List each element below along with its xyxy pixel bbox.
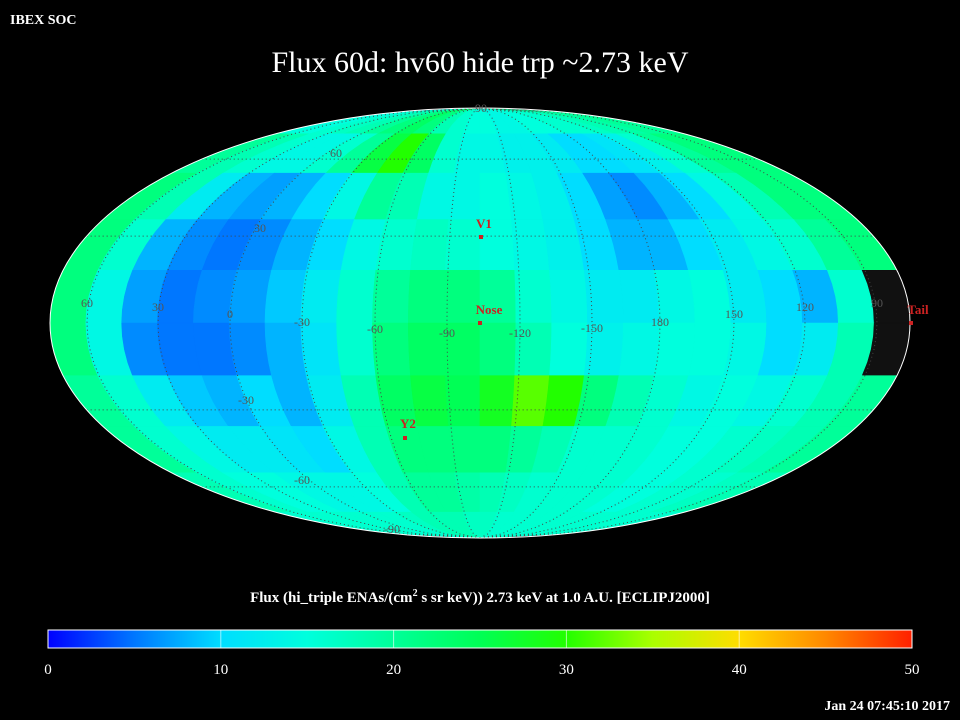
latitude-label: -30 <box>238 393 254 407</box>
caption-text: Flux (hi_triple ENAs/(cm <box>250 590 413 606</box>
flux-map <box>50 108 910 538</box>
longitude-label: 30 <box>152 300 164 314</box>
grid-labels: 60 30 0 -30 -60 -90 -120 -150 180 150 120 90 90 60 30 -… <box>81 101 929 536</box>
flux-cell <box>444 375 481 427</box>
flux-cell <box>264 322 307 377</box>
flux-cell <box>511 219 550 271</box>
flux-cell <box>443 269 481 324</box>
latitude-label: 30 <box>254 221 266 235</box>
longitude-label: -150 <box>581 321 603 335</box>
latitude-label: -90 <box>384 522 400 536</box>
marker-dot <box>478 321 482 325</box>
colorbar-tick-label: 20 <box>386 662 401 678</box>
latitude-label: -60 <box>294 473 310 487</box>
flux-cell <box>372 269 411 324</box>
flux-cell <box>653 322 696 377</box>
flux-cell <box>618 322 660 377</box>
meridian <box>157 107 481 539</box>
marker-label: Y2 <box>400 416 416 431</box>
flux-cell <box>410 375 449 427</box>
marker-dot <box>909 321 913 325</box>
caption-text: s sr keV)) 2.73 keV at 1.0 A.U. [ECLIPJ2… <box>418 590 710 606</box>
source-label: IBEX SOC <box>10 13 77 28</box>
longitude-label: 0 <box>227 307 233 321</box>
flux-cell <box>549 269 588 324</box>
colorbar-tick-label: 10 <box>213 662 228 678</box>
colorbar-ticks: 0 10 20 30 40 50 <box>44 630 920 678</box>
flux-cell <box>410 219 449 271</box>
longitude-label: -120 <box>509 326 531 340</box>
longitude-label: 120 <box>796 300 814 314</box>
longitude-label: 60 <box>81 296 93 310</box>
longitude-label: -60 <box>367 322 383 336</box>
marker-dot <box>479 235 483 239</box>
meridian <box>374 107 481 539</box>
colorbar <box>47 629 913 649</box>
marker-label: V1 <box>476 216 492 231</box>
colorbar-tick-label: 40 <box>732 662 747 678</box>
longitude-label: -30 <box>294 315 310 329</box>
meridian <box>479 107 735 539</box>
marker-label: Nose <box>476 302 503 317</box>
latitude-label: 90 <box>475 101 487 115</box>
marker-dot <box>403 436 407 440</box>
longitude-label: 180 <box>651 315 669 329</box>
flux-cell <box>444 219 481 271</box>
colorbar-tick-label: 0 <box>44 662 52 678</box>
latitude-label: 60 <box>330 146 342 160</box>
caption-superscript: 2 <box>413 588 418 599</box>
colorbar-caption: Flux (hi_triple ENAs/(cm2 s sr keV)) 2.7… <box>250 588 710 606</box>
colorbar-tick-label: 50 <box>905 662 920 678</box>
flux-cell <box>511 375 550 427</box>
flux-cell <box>408 269 446 324</box>
grid <box>49 107 911 539</box>
colorbar-tick-label: 30 <box>559 662 574 678</box>
longitude-label: 150 <box>725 307 743 321</box>
meridian <box>479 107 806 539</box>
longitude-label: 90 <box>871 296 883 310</box>
timestamp: Jan 24 07:45:10 2017 <box>824 699 950 714</box>
map-title: Flux 60d: hv60 hide trp ~2.73 keV <box>271 46 688 79</box>
meridian <box>479 107 521 539</box>
longitude-label: -90 <box>439 326 455 340</box>
flux-cell <box>688 322 732 377</box>
meridian <box>479 107 593 539</box>
marker-label: Tail <box>907 302 929 317</box>
flux-cell <box>300 322 342 377</box>
flux-cell <box>336 269 377 324</box>
flux-cell <box>448 426 481 474</box>
flux-cell <box>479 375 516 427</box>
flux-cell <box>583 269 624 324</box>
